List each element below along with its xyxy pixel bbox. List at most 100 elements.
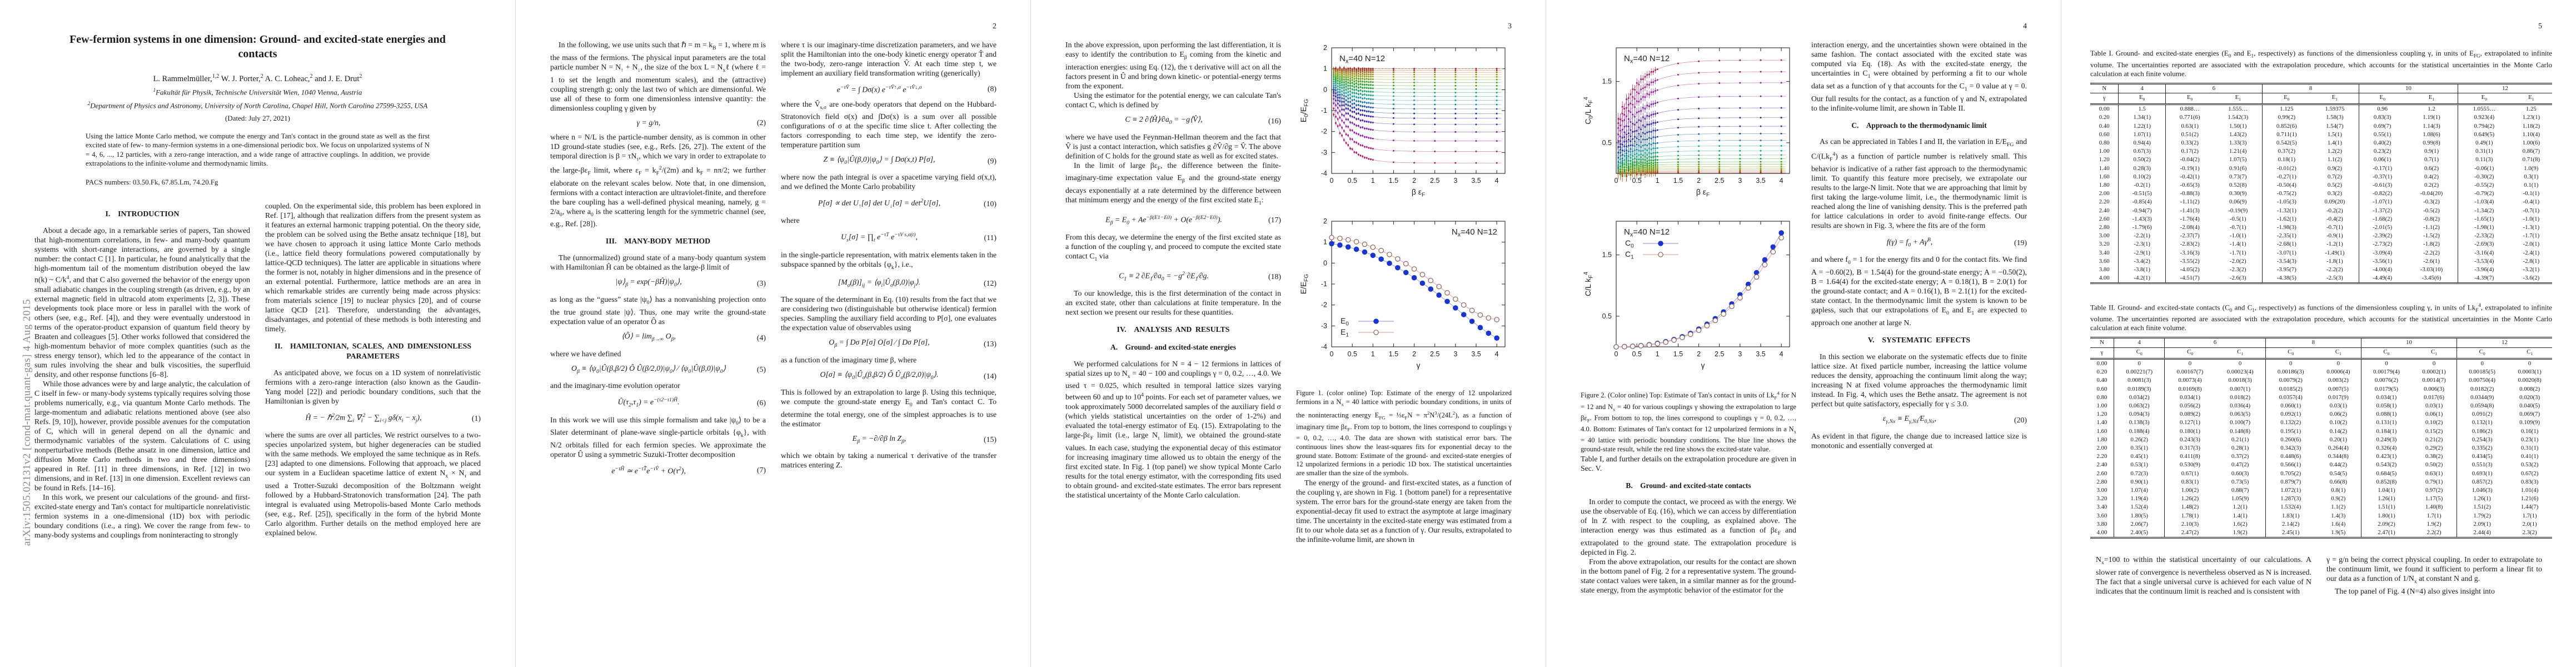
svg-text:C/L kF4: C/L kF4 [1583,272,1595,296]
table-cell: 0.543(2) [2360,461,2412,470]
table-column-header: C1 [2315,347,2361,360]
table-column-header: γ [2090,347,2114,360]
table-cell: 2.06(7) [2113,520,2165,529]
table-cell: 2.40 [2099,207,2110,214]
svg-text:Nx=40 N=12: Nx=40 N=12 [1624,227,1670,238]
paragraph: where [781,216,800,225]
svg-text:1.5: 1.5 [1389,177,1398,185]
table-cell: 0.06(9) [2229,198,2247,206]
table-cell: 0.1(1) [2524,181,2539,188]
table-cell: -1.37(2) [2359,206,2406,215]
svg-text:2.5: 2.5 [1430,177,1439,185]
svg-text:3.5: 3.5 [1471,350,1481,358]
table-cell: 0 [2336,360,2340,367]
table-cell: -2.4(1) [2523,249,2540,256]
table-cell: 0.017(6) [2424,394,2444,401]
table-cell: 0.007(5) [2328,385,2349,392]
table-cell: 1.26(1) [2457,495,2508,504]
table-row: 3.20 -2.3(1) -2.83(2) -1.4(1) -2.68(1) -1.2(1… [2090,240,2552,249]
table-row: 1.20 0.094(3) 0.089(2) 0.063(5) 0.092(1) 0.06… [2090,410,2552,419]
table-cell: 3.60 [2096,512,2107,519]
table-cell: -1.0(1) [2523,215,2540,222]
table-cell: 0 [2457,359,2508,369]
table-row: 0.60 0.0189(3) 0.0169(8) 0.007(1) 0.0185(2) 0… [2090,385,2552,394]
table-cell: 1.43(2) [2229,131,2247,138]
table-cell: 0 [2432,360,2436,367]
figure-2: 0 0.5 1 1.5 2 2.5 3 3.5 4 0.5 1.5 β εF C0/L kF4 Nx=40… [1581,40,1796,387]
section-heading: II. HAMILTONIAN, SCALES, AND DIMENSIONLE… [274,342,472,360]
table-cell: 0.542(5) [2262,138,2311,148]
svg-text:2.5: 2.5 [1715,177,1724,185]
table-cell: 1.046(3) [2457,486,2508,495]
equation: e−τV̂ = ∫ Dσ(x) e−τV̂↑,σ e−τV̂↓,σ (8) [836,84,996,94]
table-cell: 0.96 [2359,104,2406,114]
table-cell: -0.94(7) [2118,206,2166,215]
paragraph: In this work we will use this simple for… [550,415,766,459]
table-cell: -1.41(3) [2165,206,2214,215]
table-cell: 0.2(2) [2424,181,2439,188]
table-cell: -1.5(2) [2423,232,2440,240]
paragraph: where now the path integral is over a sp… [781,173,996,191]
table-cell: 1.40(8) [2425,504,2443,511]
table-row: 2.20 0.45(1) 0.411(8) 0.37(2) 0.448(6) 0.344(… [2090,452,2552,461]
table-cell: 0.63(1) [2425,470,2443,477]
table-row: 1.20 0.50(2) -0.04(2) 1.07(5) 0.18(1) 1.1(2) 0… [2090,156,2552,165]
svg-text:3: 3 [1453,350,1457,358]
table-cell: 2.0(1) [2522,520,2537,527]
paragraph: The energy of the ground- and first-exci… [1296,478,1512,544]
table-cell: -3.07(1) [2262,248,2311,257]
table-cell: 1.00 [2096,402,2107,409]
table-cell: -2.2(2) [2423,249,2440,256]
table-cell: 1.44(7) [2520,504,2539,511]
table-cell: -2.0(2) [2229,257,2246,265]
table-cell: 0.335(2) [2457,444,2508,453]
table-cell: 0.6(2) [2424,165,2439,172]
table-cell: 0.040(5) [2519,402,2540,409]
table-cell: 0.088(1) [2360,410,2412,419]
table-cell: 0.00179(4) [2360,368,2412,377]
table-cell: -3.4(2) [2118,257,2166,266]
table-cell: 1.26(2) [2164,495,2215,504]
svg-text:C1: C1 [1625,250,1634,260]
table-cell: -0.01(2) [2262,164,2311,173]
table-cell: 1.125 [2262,104,2311,114]
table-cell: -3.95(7) [2262,266,2311,275]
table-cell: 0.18(1) [2262,156,2311,165]
paper-header: Few-fermion systems in one dimension: Gr… [34,32,481,187]
table-cell: -1.2(1) [2326,241,2343,248]
table-cell: -0.7(1) [2326,224,2343,231]
fig1-top: 0 0.5 1 1.5 2 2.5 3 3.5 4 -4 -3 -2 -1 0 1 2 β εF E0/EFG Nx… [1299,44,1506,198]
svg-text:γ: γ [1701,361,1705,370]
table-cell: 1.18(2) [2522,122,2540,130]
table-row: 4.00 -4.2(1) -4.51(7) -2.6(3) -4.38(5) -2.5(3… [2090,274,2552,283]
table-cell: -3.03(10) [2420,266,2443,273]
table-cell: 0.35(1) [2113,444,2165,453]
table-cell: 0.11(3) [2457,156,2510,165]
table-row: 1.40 0.28(3) -0.19(1) 0.91(6) -0.01(2) 0.9(2)… [2090,164,2552,173]
table-group-header: N [2090,83,2119,93]
table-cell: 1.2(1) [2233,504,2248,511]
table-cell: 1.60 [2096,427,2107,435]
paragraph: as long as the “guess” state |ψ0⟩ has a … [550,295,766,326]
table-cell: -1.79(6) [2118,223,2166,232]
section-heading: V. SYSTEMATIC EFFECTS [1867,335,1971,344]
table-cell: 0.16(1) [2520,427,2539,435]
table-cell: 0.091(2) [2457,410,2508,419]
table-cell: -1.76(4) [2165,215,2214,223]
table-cell: 0.132(2) [2265,419,2316,427]
table-cell: 0.3(1) [2524,173,2539,180]
table-cell: 0.29(2) [2425,444,2443,451]
table-row: 2.00 -0.51(5) -0.88(3) 0.30(9) -0.75(2) 0.3(2… [2090,190,2552,198]
table-cell: 0.72(3) [2113,469,2165,478]
table-cell: -2.6(1) [2423,257,2440,265]
table-cell: 0.00167(7) [2164,368,2215,377]
table-cell: -1.68(2) [2359,215,2406,223]
equation: O[σ] ≡ ⟨ψ0|Ûσ(β,β/2) Ô Ûσ(β/2,0)|ψ0⟩. (14… [820,370,996,381]
table-cell: 0.0169(8) [2164,385,2215,394]
table-cell: 0.9(2) [2327,165,2342,172]
svg-text:1.5: 1.5 [1673,177,1683,185]
table-row: 3.40 1.52(4) 1.48(2) 1.2(1) 1.532(4) 1.1(2) 1.… [2090,503,2552,512]
equation: Ĥ = − ℏ2⁄2m ∑i ∇i2 − ∑i<j gδ(xi − xj), (1… [305,412,481,424]
svg-text:-4: -4 [1321,170,1327,177]
equation: [Mσ(β)]ij = ⟨φi|Ûσ(β,0)|φj⟩. (12) [838,277,996,288]
